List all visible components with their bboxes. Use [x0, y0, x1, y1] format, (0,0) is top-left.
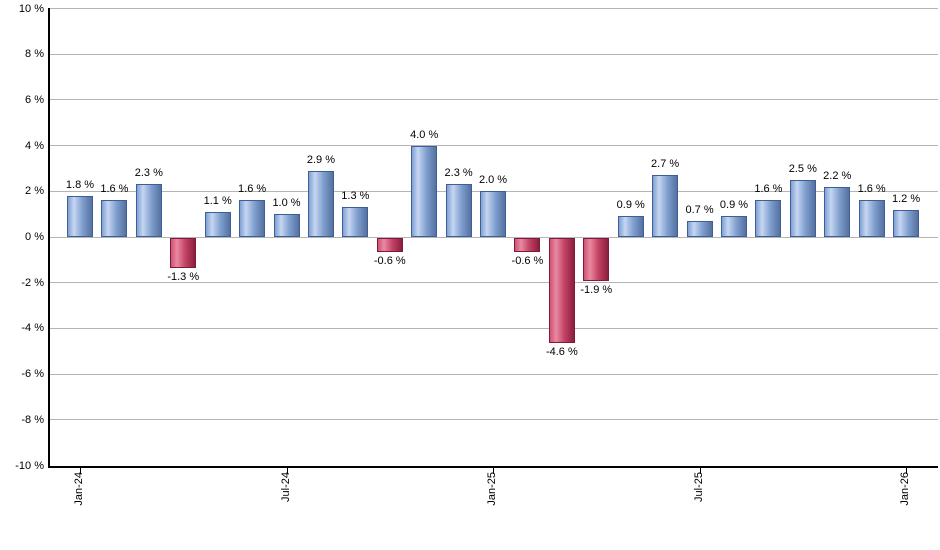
gridline — [50, 99, 938, 101]
y-axis-tick-label: -8 % — [21, 413, 44, 426]
gridline — [50, 236, 938, 238]
bar-value-label-Oct-25: 2.5 % — [788, 162, 817, 175]
bar-Aug-25 — [720, 216, 747, 237]
bar-Sep-25 — [755, 200, 782, 237]
bar-Jul-25 — [686, 221, 713, 237]
bar-value-label-Feb-24: 1.6 % — [100, 183, 129, 196]
y-axis-tick-label: -6 % — [21, 368, 44, 381]
bar-Feb-24 — [101, 200, 128, 237]
bar-value-label-Mar-25: -4.6 % — [545, 346, 578, 359]
x-axis-tick-label: Jan-25 — [486, 472, 499, 506]
bar-Dec-25 — [858, 200, 885, 237]
y-axis-tick-label: -2 % — [21, 276, 44, 289]
y-axis-tick-label: 10 % — [18, 2, 44, 15]
x-axis-tick — [80, 468, 81, 474]
gridline — [50, 145, 938, 147]
bar-value-label-Jun-24: 1.6 % — [238, 183, 267, 196]
bar-Apr-24 — [170, 238, 197, 268]
bar-value-label-Sep-24: 1.3 % — [341, 190, 370, 203]
bar-Jul-24 — [273, 214, 300, 237]
bar-value-label-Aug-24: 2.9 % — [306, 153, 335, 166]
y-axis-line — [48, 8, 50, 468]
y-axis-tick-label: 6 % — [25, 93, 44, 106]
bar-Feb-25 — [514, 238, 541, 252]
bar-value-label-May-24: 1.1 % — [203, 194, 232, 207]
bar-value-label-Jul-25: 0.7 % — [685, 204, 714, 216]
bar-Jan-25 — [480, 191, 507, 237]
bar-Nov-24 — [411, 145, 438, 237]
bar-Dec-24 — [445, 184, 472, 237]
bar-Jan-24 — [67, 195, 93, 237]
bar-Sep-24 — [342, 207, 369, 237]
bar-value-label-Dec-25: 1.6 % — [857, 183, 886, 196]
bar-value-label-Nov-25: 2.2 % — [823, 169, 852, 182]
bar-May-24 — [204, 211, 231, 237]
y-axis-tick-label: 4 % — [25, 139, 44, 152]
x-axis-line — [48, 466, 938, 468]
bar-value-label-Nov-24: 4.0 % — [410, 128, 439, 141]
bar-value-label-Feb-25: -0.6 % — [511, 254, 544, 267]
bar-value-label-Apr-24: -1.3 % — [167, 270, 200, 283]
bar-Jan-26 — [893, 209, 920, 237]
bar-Mar-25 — [548, 238, 575, 344]
x-axis-tick — [286, 468, 288, 474]
bar-Oct-25 — [789, 179, 816, 237]
bar-Aug-24 — [307, 170, 334, 237]
gridline — [50, 327, 938, 329]
bar-value-label-Jan-25: 2.0 % — [478, 174, 508, 187]
bar-May-25 — [617, 216, 644, 237]
x-axis-tick — [699, 468, 701, 474]
bar-value-label-Jan-24: 1.8 % — [65, 178, 95, 191]
bar-value-label-Jul-24: 1.0 % — [272, 197, 301, 210]
bar-value-label-Apr-25: -1.9 % — [580, 284, 613, 297]
bar-Jun-24 — [239, 200, 266, 237]
x-axis-tick — [493, 468, 495, 474]
bar-Mar-24 — [135, 184, 162, 237]
bar-Apr-25 — [583, 238, 610, 282]
bar-value-label-Jan-26: 1.2 % — [892, 192, 921, 205]
y-axis-tick-label: 2 % — [25, 185, 44, 198]
gridline — [50, 419, 938, 421]
gridline — [50, 53, 938, 55]
x-axis-tick-label: Jan-26 — [899, 472, 912, 506]
x-axis-tick-label: Jan-24 — [73, 472, 85, 506]
bar-value-label-May-25: 0.9 % — [616, 199, 645, 212]
bar-value-label-Mar-24: 2.3 % — [134, 167, 163, 180]
bar-value-label-Oct-24: -0.6 % — [373, 254, 406, 267]
bar-Nov-25 — [824, 186, 851, 237]
bar-Oct-24 — [376, 238, 403, 252]
gridline — [50, 8, 938, 9]
gridline — [50, 282, 938, 284]
bar-value-label-Dec-24: 2.3 % — [444, 167, 473, 180]
gridline — [50, 373, 938, 375]
x-axis-tick-label: Jul-24 — [279, 472, 292, 502]
x-axis-tick-label: Jul-25 — [692, 472, 705, 502]
x-axis-tick — [906, 468, 908, 474]
y-axis-tick-label: -4 % — [21, 322, 44, 335]
bar-value-label-Jun-25: 2.7 % — [651, 158, 680, 171]
bar-value-label-Sep-25: 1.6 % — [754, 183, 783, 196]
bar-Jun-25 — [652, 175, 679, 237]
y-axis-tick-label: -10 % — [15, 459, 44, 472]
y-axis-tick-label: 0 % — [25, 231, 44, 243]
y-axis-tick-label: 8 % — [25, 48, 44, 61]
bar-value-label-Aug-25: 0.9 % — [719, 199, 749, 212]
